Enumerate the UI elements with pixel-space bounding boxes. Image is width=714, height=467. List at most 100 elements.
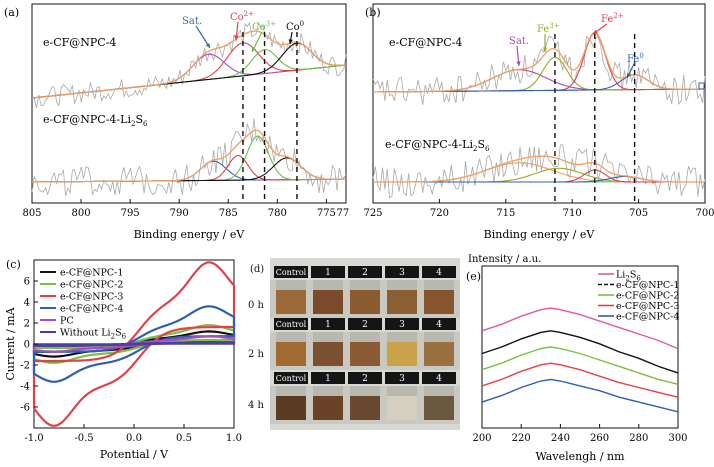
panel-e-curves: [481, 307, 679, 413]
x-tick-label: 725: [363, 208, 382, 219]
panel-c-xlabel: Potential / V: [100, 448, 169, 461]
peak-arrow-head: [593, 29, 598, 34]
vial-cap-label: [422, 372, 456, 384]
vial-label: Control: [276, 374, 307, 383]
vial-headspace: [276, 332, 306, 342]
row-label-2h: 2 h: [248, 349, 264, 360]
vial-headspace: [276, 280, 306, 290]
vial-liquid: [313, 342, 343, 366]
x-tick-label: 710: [563, 208, 582, 219]
vial-liquid: [387, 396, 417, 420]
peak-arrow-head: [516, 61, 521, 66]
vial-liquid: [350, 290, 380, 314]
raw-spectrum-line: [31, 118, 347, 197]
legend-label: e-CF@NPC-4: [60, 304, 123, 315]
vial-label: 4: [436, 320, 442, 330]
x-tick-label: 800: [72, 208, 91, 219]
vial-label: 2: [362, 320, 368, 330]
vial-headspace: [387, 280, 417, 290]
peak-arrow-head: [627, 73, 631, 78]
panel-b-xlabel: Binding energy / eV: [484, 228, 596, 241]
vial-cap-label: [311, 318, 345, 330]
peak-label-fe2: Fe2+: [601, 12, 624, 25]
x-tick-label: 240: [551, 433, 570, 444]
peak-label-co0: Co0: [286, 20, 304, 33]
uv-spectrum-line: [481, 307, 679, 350]
cv-curve-line: [32, 305, 236, 383]
vial-liquid: [276, 290, 306, 314]
vial-cap-label: [385, 266, 419, 278]
vial-liquid: [424, 342, 454, 366]
peak-arrow-head: [252, 47, 256, 52]
legend-label: e-CF@NPC-1: [616, 280, 679, 291]
x-tick-label: 220: [512, 433, 531, 444]
x-tick-label: 200: [472, 433, 491, 444]
legend-label: e-CF@NPC-3: [60, 292, 123, 303]
panel-a-lower-sample: e-CF@NPC-4-Li2S6: [43, 113, 148, 128]
vial-headspace: [424, 386, 454, 396]
panel-e-uvvis: Intensity / a.u. (e) 200 220 240 260 280 300 …: [466, 254, 688, 463]
vial-cap-label: [385, 372, 419, 384]
legend-label: e-CF@NPC-3: [616, 301, 679, 312]
y-tick-label: 6: [24, 277, 30, 288]
vial-label: 4: [436, 374, 442, 384]
legend-label: PC: [60, 316, 74, 327]
y-tick-label: -4: [20, 382, 30, 393]
vial-cap-label: [311, 372, 345, 384]
legend-label: e-CF@NPC-4: [616, 312, 679, 323]
panel-b-lower-sample: e-CF@NPC-4-Li2S6: [385, 138, 490, 153]
panel-c-letter: (c): [6, 258, 21, 271]
x-tick-label: 790: [170, 208, 189, 219]
vial-headspace: [276, 386, 306, 396]
vial-cap-label: [348, 266, 382, 278]
legend-label: e-CF@NPC-2: [60, 280, 123, 291]
y-tick-label: 4: [24, 298, 30, 309]
panel-d-letter: (d): [250, 264, 265, 275]
vial-liquid: [387, 342, 417, 366]
panel-c-curves: [32, 261, 236, 427]
vials-photograph: Control 1 2 3 4 Control 1 2 3 4 Control 1 2 3 4: [270, 258, 460, 430]
vial-liquid: [387, 290, 417, 314]
panel-c-axis: -1.0 -0.5 0.0 0.5 1.0 -6 -4 -2 0 2 4 6: [20, 277, 242, 445]
panel-a-xlabel: Binding energy / eV: [134, 228, 246, 241]
legend-label: Li2S6: [616, 270, 641, 283]
panel-a-upper-sample: e-CF@NPC-4: [43, 36, 116, 49]
vial-headspace: [387, 332, 417, 342]
vial-cap-label: [422, 266, 456, 278]
x-tick-label: 260: [590, 433, 609, 444]
x-tick-label: 300: [668, 433, 687, 444]
vial-liquid: [313, 290, 343, 314]
x-tick-label: 280: [629, 433, 648, 444]
panel-c-legend: e-CF@NPC-1e-CF@NPC-2e-CF@NPC-3e-CF@NPC-4…: [40, 268, 127, 341]
vial-headspace: [424, 280, 454, 290]
x-tick-label: 720: [430, 208, 449, 219]
fitted-peak-line: [373, 167, 705, 183]
cv-curve-line: [32, 341, 236, 347]
vial-headspace: [313, 332, 343, 342]
peak-label-fe0: Fe0: [627, 52, 644, 65]
peak-arrow-head: [205, 43, 210, 48]
panel-c-cv: (c) -1.0 -0.5 0.0 0.5 1.0 -6 -4 -2 0 2 4 6 e-CF@NPC…: [4, 258, 242, 461]
vial-cap-label: [348, 372, 382, 384]
panel-b-upper-sample: e-CF@NPC-4: [389, 36, 462, 49]
x-tick-label: 715: [496, 208, 515, 219]
x-tick-label: 785: [219, 208, 238, 219]
peak-arrow-head: [288, 39, 293, 44]
raw-spectrum-line: [372, 35, 706, 106]
y-tick-label: -6: [20, 403, 30, 414]
panel-a-xps-co: (a) 805800795790785780775773 e-CF@NPC-4 …: [4, 3, 350, 241]
vial-liquid: [276, 342, 306, 366]
vial-label: 1: [325, 320, 331, 330]
envelope-line: [31, 30, 347, 99]
vial-label: 1: [325, 374, 331, 384]
peak-label-co2: Co2+: [230, 10, 254, 23]
y-tick-label: -2: [20, 361, 30, 372]
vial-label: Control: [276, 320, 307, 329]
x-tick-label: 1.0: [226, 433, 242, 444]
vial-cap-label: [348, 318, 382, 330]
x-tick-label: -1.0: [24, 433, 43, 444]
vial-headspace: [313, 280, 343, 290]
peak-label-fe-sat: Sat.: [509, 36, 529, 47]
x-tick-label: 773: [336, 208, 350, 219]
vial-cap-label: [274, 266, 308, 278]
